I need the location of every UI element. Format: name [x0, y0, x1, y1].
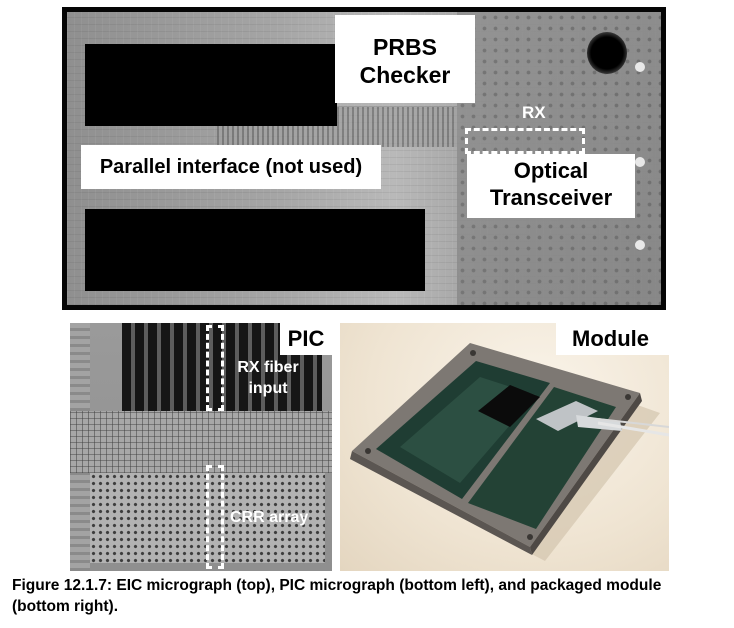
parallel-interface-label: Parallel interface (not used) [81, 145, 381, 189]
rx-fiber-outline [206, 325, 224, 411]
eic-fiducial-dot [635, 62, 645, 72]
rx-fiber-input-label: RX fiber input [228, 357, 308, 399]
figure-caption: Figure 12.1.7: EIC micrograph (top), PIC… [12, 577, 662, 615]
eic-micrograph: PRBS Checker Parallel interface (not use… [62, 7, 666, 310]
optical-label-line2: Transceiver [489, 184, 613, 210]
prbs-label-line1: PRBS [373, 34, 437, 60]
rx-fiber-line2: input [248, 380, 288, 397]
prbs-checker-label: PRBS Checker [335, 15, 475, 103]
redaction-box-top [85, 44, 337, 126]
crr-array-outline [206, 465, 224, 569]
module-photo: Module [340, 323, 669, 571]
module-title: Module [556, 323, 669, 355]
rx-fiber-line1: RX fiber [237, 359, 299, 376]
eic-fiducial-dot [635, 157, 645, 167]
pic-routing-region [70, 411, 332, 473]
redaction-box-bottom [85, 209, 425, 291]
rx-region-outline [465, 128, 585, 154]
pic-title: PIC [280, 323, 332, 355]
crr-array-label: CRR array [230, 509, 309, 526]
packaged-module-image [350, 343, 669, 561]
pic-micrograph: PIC RX fiber input CRR array [70, 323, 332, 571]
eic-fiducial-dot [635, 240, 645, 250]
eic-dark-spot [587, 32, 627, 74]
optical-transceiver-label: Optical Transceiver [467, 154, 635, 218]
prbs-label-line2: Checker [359, 62, 451, 89]
rx-label: RX [522, 103, 546, 122]
optical-label-line1: Optical [513, 158, 589, 183]
